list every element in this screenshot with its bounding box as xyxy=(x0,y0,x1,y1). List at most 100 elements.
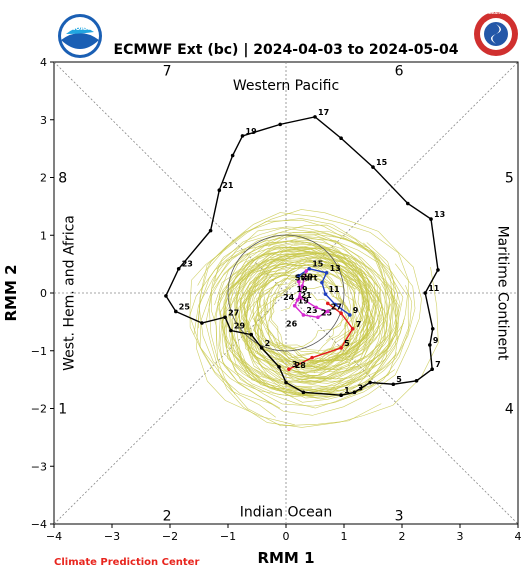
mean-point xyxy=(208,228,213,233)
y-tick-label: −1 xyxy=(31,345,47,358)
ensemble-member-line xyxy=(260,246,377,362)
ensemble-member-line xyxy=(214,240,394,398)
unit-circle xyxy=(227,234,345,352)
x-tick-label: 1 xyxy=(341,530,348,543)
mean-point xyxy=(320,280,324,285)
day-label: 15 xyxy=(376,158,388,167)
day-label: 1 xyxy=(344,386,350,395)
ensemble-member-line xyxy=(245,256,354,388)
ensemble-member-line xyxy=(217,241,383,369)
start-label: Start xyxy=(295,273,318,282)
mean-point xyxy=(339,311,343,316)
mean-track-red xyxy=(288,302,354,370)
day-label: 25 xyxy=(179,302,191,311)
nws-logo: NATIONAL WEATHER SERVICE xyxy=(467,11,526,56)
mean-point xyxy=(200,321,204,325)
mean-point xyxy=(406,201,410,206)
x-tick-label: 0 xyxy=(283,530,290,543)
mean-point xyxy=(298,295,303,300)
mean-point xyxy=(430,367,434,372)
x-tick-label: 4 xyxy=(515,530,522,543)
ensemble-member-line xyxy=(240,263,399,382)
guide-antidiagonal xyxy=(53,61,519,525)
day-label: 19 xyxy=(246,127,258,136)
mean-point xyxy=(249,332,253,337)
region-left-label: West. Hem. and Africa xyxy=(62,215,78,371)
y-tick-label: 0 xyxy=(40,287,47,300)
day-label: 23 xyxy=(182,260,193,269)
cpc-credit: Climate Prediction Center xyxy=(54,557,200,568)
day-label: 13 xyxy=(330,264,341,273)
guide-diagonal xyxy=(53,61,519,525)
mean-point xyxy=(176,266,181,271)
mean-point xyxy=(217,188,222,193)
ensemble-member-line xyxy=(189,235,384,405)
ensemble-member-line xyxy=(239,244,391,374)
x-tick-label: 2 xyxy=(399,530,406,543)
ensemble-member-line xyxy=(240,263,365,380)
day-label: 3 xyxy=(357,383,363,392)
ensemble-member-line xyxy=(254,258,369,365)
y-tick-label: −2 xyxy=(31,403,47,416)
ensemble-member-line xyxy=(189,219,398,418)
mean-point xyxy=(339,393,343,398)
x-tick-label: 3 xyxy=(457,530,464,543)
mean-point xyxy=(304,269,309,273)
y-tick-label: −3 xyxy=(31,460,47,473)
day-label: 19 xyxy=(296,285,308,294)
mean-track-black xyxy=(165,116,439,396)
mean-point xyxy=(324,270,329,275)
ensemble-member-line xyxy=(251,270,343,349)
ensemble-member-line xyxy=(257,240,373,368)
day-label: 19 xyxy=(298,297,310,306)
mean-point xyxy=(423,291,428,295)
region-top-label: Western Pacific xyxy=(233,78,339,94)
ensemble-member-line xyxy=(271,272,354,361)
mean-point xyxy=(278,122,283,127)
phase-7-label: 7 xyxy=(163,64,172,80)
mean-point xyxy=(174,309,178,314)
plot-area: 1 357911131517192123252729235791113152119… xyxy=(53,61,519,525)
chart-title: ECMWF Ext (bc) | 2024-04-03 to 2024-05-0… xyxy=(114,42,459,58)
mean-point xyxy=(284,380,288,385)
y-tick-label: 2 xyxy=(40,172,47,185)
day-label: 27 xyxy=(228,308,239,317)
phase-8-label: 8 xyxy=(58,171,67,187)
mean-point xyxy=(307,266,312,271)
x-axis-label: RMM 1 xyxy=(257,549,314,567)
day-label: 21 xyxy=(301,291,313,300)
day-label: 9 xyxy=(433,336,439,345)
mean-point xyxy=(429,217,433,221)
mean-point xyxy=(368,380,372,385)
region-right-label: Maritime Continent xyxy=(495,226,511,361)
day-label: 5 xyxy=(396,375,402,384)
day-label: 13 xyxy=(434,210,445,219)
mean-point xyxy=(325,301,330,306)
region-labels: Western Pacific Indian Ocean West. Hem. an… xyxy=(62,78,511,520)
y-tick-label: 3 xyxy=(40,114,47,127)
phase-boundaries xyxy=(53,61,519,525)
x-tick-label: −3 xyxy=(104,530,120,543)
day-label: 2 xyxy=(265,339,271,348)
mean-point xyxy=(259,346,264,350)
ensemble-member-line xyxy=(243,253,366,382)
y-tick-label: 1 xyxy=(40,229,47,242)
mean-point xyxy=(240,134,245,138)
day-label: 24 xyxy=(283,293,295,302)
mean-point xyxy=(352,390,357,395)
ensemble-member-line xyxy=(218,234,404,396)
ensemble-member-line xyxy=(225,251,398,398)
mean-point xyxy=(292,303,297,308)
day-label: 28 xyxy=(295,361,307,370)
day-label: 5 xyxy=(344,339,350,348)
mean-point xyxy=(301,313,306,317)
ensemble-member-line xyxy=(223,246,396,399)
y-tick-label: 4 xyxy=(40,56,47,69)
ensemble-member-line xyxy=(267,248,371,357)
noaa-logo-text: NOAA xyxy=(70,25,90,32)
phase-3-label: 3 xyxy=(395,508,404,524)
day-label: 11 xyxy=(428,284,440,293)
